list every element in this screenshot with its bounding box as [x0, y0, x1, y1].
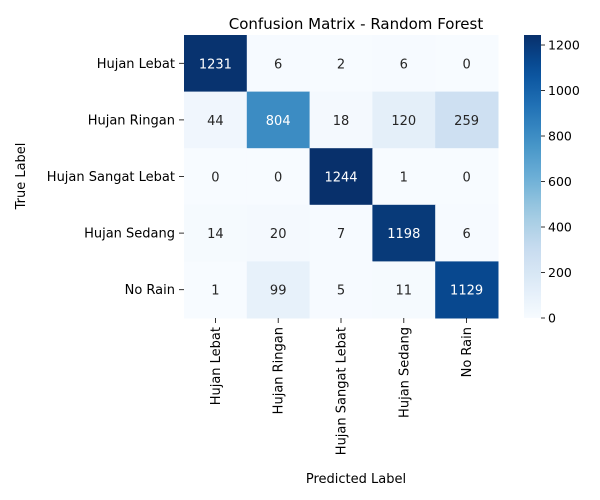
- y-axis: Hujan Lebat Hujan Ringan Hujan Sangat Leba…: [47, 57, 184, 298]
- colorbar-tick-label: 1200: [548, 38, 580, 53]
- x-axis: Hujan Lebat Hujan Ringan Hujan Sangat Leba…: [209, 318, 475, 455]
- heatmap-cells: [184, 35, 499, 319]
- colorbar-axis: 0 200 400 600 800 1000 1200: [541, 38, 580, 326]
- colorbar-tick-label: 200: [548, 265, 572, 280]
- cell-value-label: 5: [337, 284, 345, 299]
- heatmap-cell: [435, 204, 499, 262]
- heatmap-cell: [309, 261, 373, 319]
- cell-value-label: 6: [274, 57, 282, 72]
- chart-title: Confusion Matrix - Random Forest: [229, 15, 484, 33]
- heatmap-cell: [309, 204, 373, 262]
- heatmap-cell: [246, 91, 311, 149]
- y-tick-label: Hujan Lebat: [97, 57, 175, 72]
- cell-value-label: 0: [211, 171, 219, 186]
- heatmap-cell: [309, 91, 373, 149]
- colorbar-tick-label: 1000: [548, 83, 580, 98]
- cell-value-label: 1: [211, 284, 219, 299]
- x-tick-label: Hujan Sangat Lebat: [335, 327, 350, 455]
- heatmap-cell: [435, 148, 499, 206]
- y-tick-label: No Rain: [125, 283, 175, 298]
- heatmap-cell: [184, 261, 248, 319]
- cell-value-label: 1129: [450, 284, 483, 299]
- x-tick-label: Hujan Ringan: [272, 327, 287, 414]
- heatmap-cell: [372, 91, 436, 149]
- cell-value-label: 20: [270, 227, 287, 242]
- heatmap-cell: [372, 148, 436, 206]
- cell-value-label: 7: [337, 227, 345, 242]
- cell-value-label: 1244: [324, 171, 357, 186]
- heatmap-cell: [435, 261, 499, 319]
- y-axis-label: True Label: [14, 143, 29, 211]
- y-tick-label: Hujan Ringan: [88, 113, 175, 128]
- heatmap-cell: [309, 148, 373, 206]
- heatmap-cell: [184, 91, 248, 149]
- heatmap-cell: [184, 35, 248, 93]
- cell-value-label: 0: [274, 171, 282, 186]
- cell-value-label: 0: [462, 171, 470, 186]
- heatmap-cell: [246, 148, 311, 206]
- heatmap-cell: [372, 204, 436, 262]
- cell-value-label: 259: [454, 114, 479, 129]
- heatmap-cell: [372, 35, 436, 93]
- y-tick-label: Hujan Sangat Lebat: [47, 170, 175, 185]
- cell-value-label: 18: [333, 114, 350, 129]
- cell-value-label: 1231: [199, 57, 232, 72]
- cell-value-label: 6: [400, 57, 408, 72]
- heatmap-cell: [184, 148, 248, 206]
- y-tick-label: Hujan Sedang: [84, 227, 175, 242]
- heatmap-cell: [435, 35, 499, 93]
- x-tick-label: No Rain: [460, 327, 475, 377]
- heatmap-cell: [246, 261, 311, 319]
- cell-value-label: 99: [270, 284, 287, 299]
- cell-value-label: 44: [207, 114, 224, 129]
- heatmap-cell: [372, 261, 436, 319]
- cell-value-label: 120: [391, 114, 416, 129]
- cell-value-label: 0: [462, 57, 470, 72]
- x-axis-label: Predicted Label: [306, 472, 406, 487]
- heatmap-cell: [246, 35, 311, 93]
- cell-value-label: 6: [462, 227, 470, 242]
- colorbar-tick-label: 0: [548, 311, 556, 326]
- cell-value-label: 804: [266, 114, 291, 129]
- cell-value-label: 2: [337, 57, 345, 72]
- x-tick-label: Hujan Lebat: [209, 327, 224, 405]
- cell-value-label: 1: [400, 171, 408, 186]
- heatmap-cell: [184, 204, 248, 262]
- heatmap-cell: [309, 35, 373, 93]
- colorbar-tick-label: 400: [548, 220, 572, 235]
- x-tick-label: Hujan Sedang: [397, 327, 412, 418]
- cell-value-label: 11: [396, 284, 413, 299]
- heatmap-cell: [435, 91, 499, 149]
- cell-value-label: 1198: [387, 227, 420, 242]
- cell-value-label: 14: [207, 227, 224, 242]
- colorbar-tick-label: 800: [548, 129, 572, 144]
- heatmap-cell: [246, 204, 311, 262]
- colorbar-tick-label: 600: [548, 174, 572, 189]
- heatmap-cell-labels: 1231 6 2 6 0 44 804 18 120 259 0 0 1244 1 0 14 20 7 1198 6 1…: [199, 57, 483, 298]
- colorbar: [524, 35, 541, 318]
